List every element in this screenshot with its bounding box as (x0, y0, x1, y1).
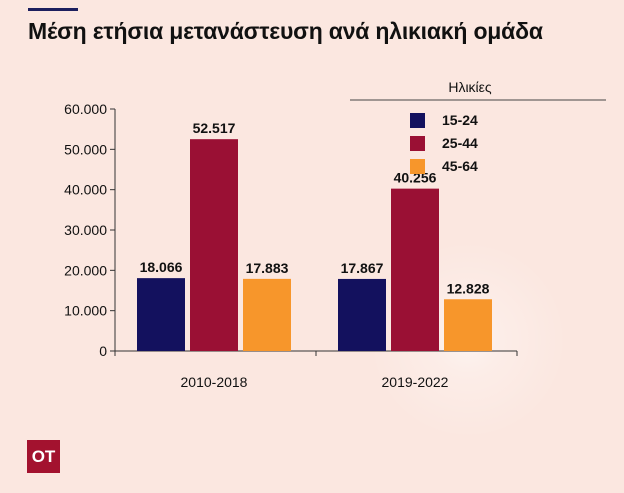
y-tick-label: 40.000 (64, 182, 107, 198)
legend-swatch-15-24 (410, 113, 425, 128)
chart-title: Μέση ετήσια μετανάστευση ανά ηλικιακή ομ… (28, 18, 543, 44)
legend-swatch-25-44 (410, 136, 425, 151)
bar-45-64-2019-2022 (444, 299, 492, 351)
legend-label: 15-24 (442, 112, 478, 128)
top-accent-line (28, 8, 78, 11)
data-label: 17.883 (246, 260, 289, 276)
legend-label: 25-44 (442, 135, 478, 151)
ot-logo: OT (27, 440, 60, 473)
data-label: 18.066 (140, 259, 183, 275)
data-label: 12.828 (447, 280, 490, 296)
y-tick-label: 10.000 (64, 303, 107, 319)
legend-swatch-45-64 (410, 159, 425, 174)
bar-15-24-2010-2018 (137, 278, 185, 351)
data-label: 17.867 (341, 260, 384, 276)
x-category-label: 2019-2022 (382, 374, 449, 390)
legend-label: 45-64 (442, 158, 478, 174)
bar-25-44-2010-2018 (190, 139, 238, 351)
legend-title: Ηλικίες (448, 79, 492, 95)
bar-25-44-2019-2022 (391, 188, 439, 351)
y-tick-label: 50.000 (64, 141, 107, 157)
y-tick-label: 30.000 (64, 222, 107, 238)
y-tick-label: 60.000 (64, 101, 107, 117)
bar-15-24-2019-2022 (338, 278, 386, 351)
y-tick-label: 0 (99, 343, 107, 359)
data-label: 40.256 (394, 170, 437, 186)
x-category-label: 2010-2018 (181, 374, 248, 390)
y-tick-label: 20.000 (64, 262, 107, 278)
bar-45-64-2010-2018 (243, 278, 291, 351)
data-label: 52.517 (193, 120, 236, 136)
